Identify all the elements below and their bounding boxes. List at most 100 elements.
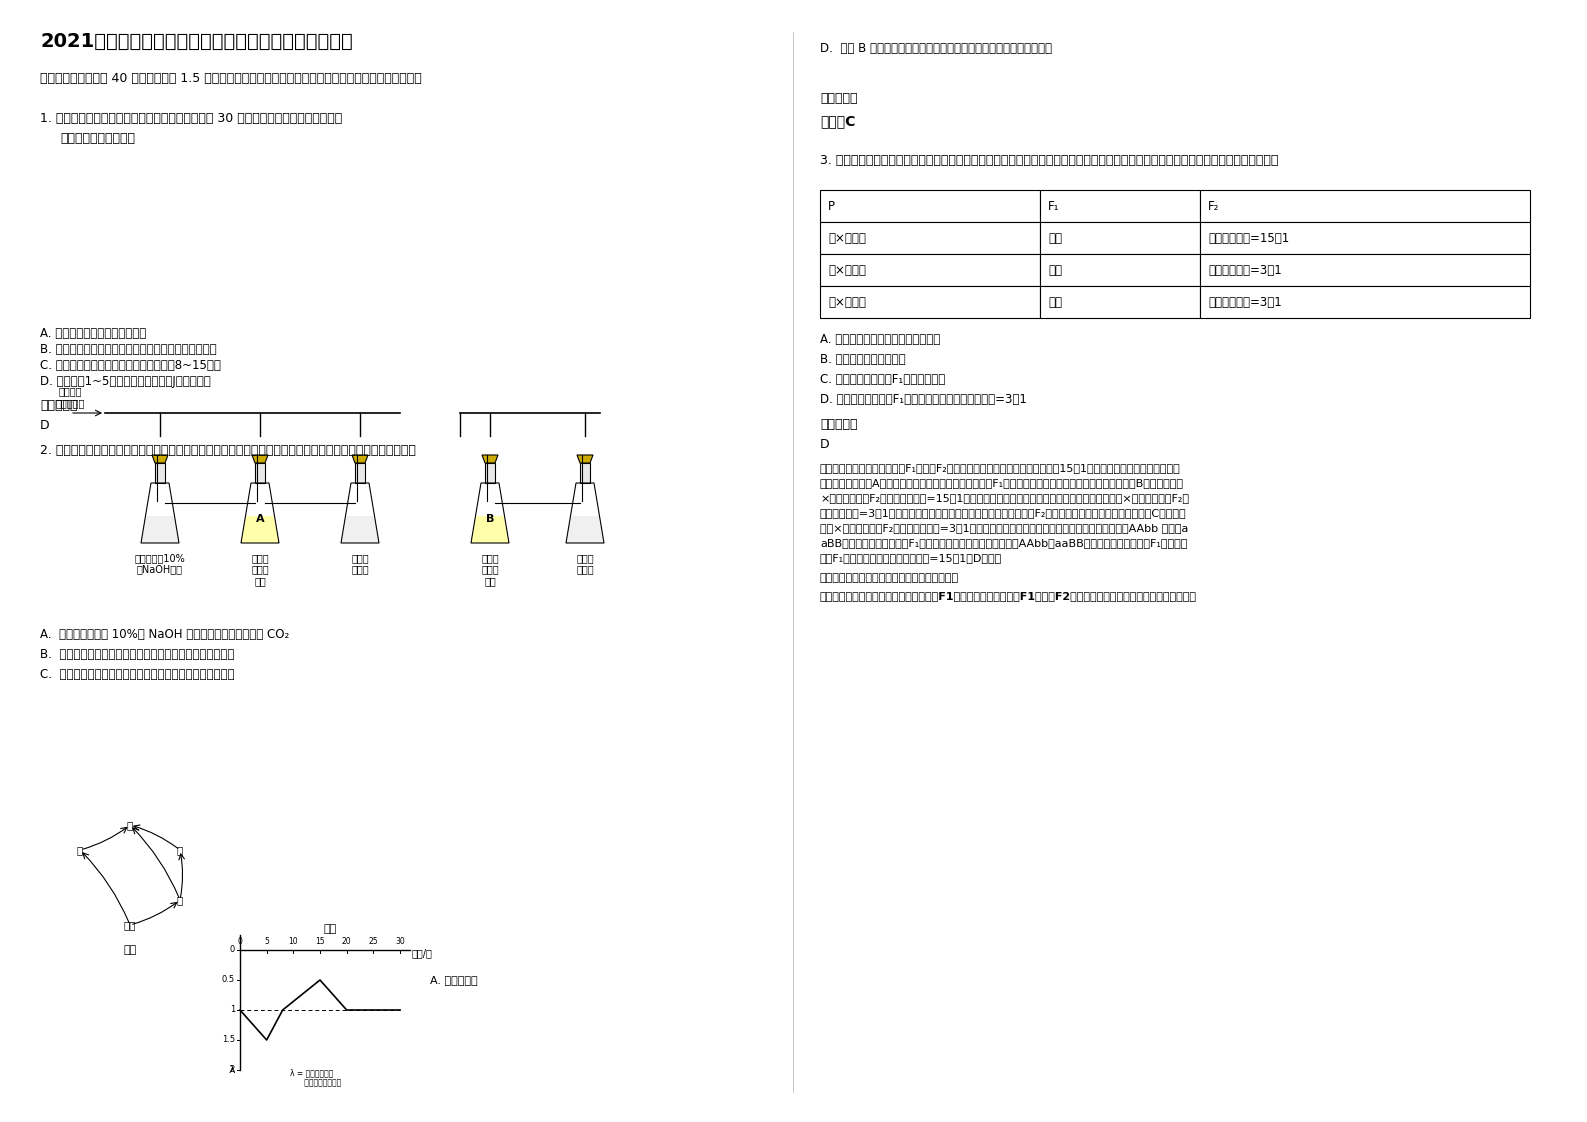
Text: 0: 0 [238, 937, 243, 946]
Text: 凸耳：非凸耳=3：1，说明乙是单显性状的纯合子，故与乙杂交得到的F₂代一定有显性基因，即一定是凸耳。C正确：由: 凸耳：非凸耳=3：1，说明乙是单显性状的纯合子，故与乙杂交得到的F₂代一定有显性… [820, 508, 1187, 518]
Text: 【名师点睛】甲、乙、丙与非凸耳杂交，F1都是只有一种表现型，F1自交，F2代出现两种性状，根据数字比例分析作答。: 【名师点睛】甲、乙、丙与非凸耳杂交，F1都是只有一种表现型，F1自交，F2代出现… [820, 591, 1197, 601]
Text: A. 甲图所示生: A. 甲图所示生 [430, 975, 478, 985]
Text: 质量分数为10%
的NaOH溶液: 质量分数为10% 的NaOH溶液 [135, 553, 186, 574]
Polygon shape [482, 456, 498, 463]
Text: 5: 5 [263, 937, 270, 946]
Text: P: P [828, 200, 835, 212]
Text: 1. 甲图所示是某生态系统的食物网，乙图是某地区 30 年内某物种种群数量的变化图。: 1. 甲图所示是某生态系统的食物网，乙图是某地区 30 年内某物种种群数量的变化… [40, 112, 343, 125]
Polygon shape [256, 463, 265, 482]
Text: C. 乙图所示，种群数量的减少只发生在第8~15年间: C. 乙图所示，种群数量的减少只发生在第8~15年间 [40, 359, 221, 373]
Text: 10: 10 [289, 937, 298, 946]
Text: D. 乙和丙杂交得到的F₁表现型及比例为凸耳：非凸耳=3：1: D. 乙和丙杂交得到的F₁表现型及比例为凸耳：非凸耳=3：1 [820, 393, 1027, 406]
Text: 兔: 兔 [76, 845, 83, 855]
FancyBboxPatch shape [820, 286, 1039, 318]
Text: 20: 20 [341, 937, 351, 946]
Text: 2: 2 [230, 1066, 235, 1075]
Polygon shape [567, 516, 605, 543]
Text: 酵母菌
培养液
乙组: 酵母菌 培养液 乙组 [481, 553, 498, 586]
Text: 凸耳: 凸耳 [1047, 264, 1062, 276]
Text: 25: 25 [368, 937, 378, 946]
Text: 凸耳：非凸耳=3：1: 凸耳：非凸耳=3：1 [1208, 264, 1282, 276]
Polygon shape [578, 456, 594, 463]
Text: B.  甲组探究酵母菌的有氧呼吸，乙组探究酵母菌的无氧呼吸: B. 甲组探究酵母菌的有氧呼吸，乙组探究酵母菌的无氧呼吸 [40, 649, 235, 661]
Text: 乙图: 乙图 [324, 925, 336, 934]
Text: 接橡皮球
（或气泵）: 接橡皮球 （或气泵） [56, 386, 84, 408]
Text: 等位基因控制的。A正确：由于甲、乙、丙与非凸耳杂交，F₁都是只有一种表现型，故甲乙丙均为纯合子。B正确：由于甲: 等位基因控制的。A正确：由于甲、乙、丙与非凸耳杂交，F₁都是只有一种表现型，故甲… [820, 478, 1184, 488]
Text: 凸耳: 凸耳 [1047, 231, 1062, 245]
Text: 凸耳: 凸耳 [1047, 295, 1062, 309]
Text: 凸耳：非凸耳=15：1: 凸耳：非凸耳=15：1 [1208, 231, 1289, 245]
Polygon shape [241, 516, 279, 543]
Text: 酵母菌
培养液
甲组: 酵母菌 培养液 甲组 [251, 553, 268, 586]
Text: 根据甲与非凸耳杂交后得到的F₁自交，F₂代出现两种性状，凸耳和非凸耳之比为15：1，可以推知，凸耳性状是受两对: 根据甲与非凸耳杂交后得到的F₁自交，F₂代出现两种性状，凸耳和非凸耳之比为15：… [820, 463, 1181, 473]
Polygon shape [471, 516, 509, 543]
Text: B. 甲图中植物固定的太阳能用于自身呼吸和流到鼠和兔: B. 甲图中植物固定的太阳能用于自身呼吸和流到鼠和兔 [40, 343, 216, 356]
Text: 丙×非凸耳: 丙×非凸耳 [828, 295, 867, 309]
Text: 鹰: 鹰 [127, 820, 133, 830]
Text: 15: 15 [316, 937, 325, 946]
Text: F₂: F₂ [1208, 200, 1219, 212]
Text: 于丙×非凸耳得到的F₂代凸耳：非凸耳=3：1，故丙也是单显性状的纯合子。若乙和丙的基因型均为AAbb 或均为a: 于丙×非凸耳得到的F₂代凸耳：非凸耳=3：1，故丙也是单显性状的纯合子。若乙和丙… [820, 523, 1189, 533]
Text: D: D [40, 419, 49, 432]
FancyBboxPatch shape [1200, 222, 1530, 254]
FancyBboxPatch shape [1039, 286, 1200, 318]
Text: 参考答案：: 参考答案： [820, 419, 857, 431]
Polygon shape [352, 456, 368, 463]
Text: C.  甲、乙两组中澄清的石灰水都变浑浊，乙组浑浊程度更大: C. 甲、乙两组中澄清的石灰水都变浑浊，乙组浑浊程度更大 [40, 668, 235, 681]
Text: λ: λ [229, 1065, 235, 1075]
Text: 甲×非凸耳: 甲×非凸耳 [828, 231, 867, 245]
Text: 澄清的
石灰水: 澄清的 石灰水 [576, 553, 594, 574]
Text: 0.5: 0.5 [222, 975, 235, 984]
FancyBboxPatch shape [1039, 222, 1200, 254]
Text: 2. 为了探究酵母菌的呼吸作用类型，某同学将实验材料和用具按下图安装好。以下关于该实验的说法，错误的是: 2. 为了探究酵母菌的呼吸作用类型，某同学将实验材料和用具按下图安装好。以下关于… [40, 444, 416, 457]
Text: 凸耳：非凸耳=3：1: 凸耳：非凸耳=3：1 [1208, 295, 1282, 309]
Text: D. 乙图中第1~5年间，该种群数量呈J型曲线增长: D. 乙图中第1~5年间，该种群数量呈J型曲线增长 [40, 375, 211, 388]
Text: 0: 0 [230, 946, 235, 955]
Text: 30: 30 [395, 937, 405, 946]
Polygon shape [141, 516, 179, 543]
FancyBboxPatch shape [1039, 254, 1200, 286]
Text: A: A [256, 514, 265, 524]
Text: 蛇: 蛇 [176, 845, 183, 855]
Text: C. 甲和乙杂交得到的F₁均表现为凸耳: C. 甲和乙杂交得到的F₁均表现为凸耳 [820, 373, 946, 386]
Text: A. 甲图所示生物可构成一个群落: A. 甲图所示生物可构成一个群落 [40, 327, 146, 340]
Text: 一、选择题（本题共 40 小题，每小题 1.5 分。在每小题给出的四个选项中，只有一项是符合题目要求的。）: 一、选择题（本题共 40 小题，每小题 1.5 分。在每小题给出的四个选项中，只… [40, 72, 422, 85]
Text: 甲图: 甲图 [124, 945, 136, 955]
Text: A. 凸耳性状是由两对等位基因控制的: A. 凸耳性状是由两对等位基因控制的 [820, 333, 940, 346]
FancyBboxPatch shape [1200, 254, 1530, 286]
Polygon shape [152, 456, 168, 463]
Text: 植物: 植物 [124, 920, 136, 930]
Text: D: D [820, 438, 830, 451]
Polygon shape [579, 463, 590, 482]
Text: λ = 当年种群数量
      一年前的种群数量: λ = 当年种群数量 一年前的种群数量 [290, 1068, 341, 1087]
Text: D.  乙组 B 瓶应封口放置一段时间后，再连通盛有澄清石灰水的锥形瓶: D. 乙组 B 瓶应封口放置一段时间后，再连通盛有澄清石灰水的锥形瓶 [820, 42, 1052, 55]
Text: B: B [486, 514, 494, 524]
Text: aBB，则乙和丙杂交得到的F₁表现型均为凸耳；若乙和丙分别为AAbb、aaBB，则乙和丙杂交得到的F₁为双杂合: aBB，则乙和丙杂交得到的F₁表现型均为凸耳；若乙和丙分别为AAbb、aaBB，… [820, 539, 1187, 548]
Text: 参考答案：: 参考答案： [40, 399, 78, 412]
Text: A.  加入质量分数为 10%的 NaOH 溶液是为了吸收空气中的 CO₂: A. 加入质量分数为 10%的 NaOH 溶液是为了吸收空气中的 CO₂ [40, 628, 289, 641]
Polygon shape [341, 516, 379, 543]
Text: 【考点定位】基因的自由组合规律的实质及应用: 【考点定位】基因的自由组合规律的实质及应用 [820, 573, 959, 583]
Text: 2021年河北省保定市百楼中学高三生物联考试题含解析: 2021年河北省保定市百楼中学高三生物联考试题含解析 [40, 33, 352, 50]
Text: ×非凸耳得到的F₂代凸耳：非凸耳=15：1，说明非凸耳是双隐性状，甲是双显性状的纯合子。乙×非凸耳得到的F₂代: ×非凸耳得到的F₂代凸耳：非凸耳=15：1，说明非凸耳是双隐性状，甲是双显性状的… [820, 493, 1189, 503]
Text: 1.5: 1.5 [222, 1036, 235, 1045]
Polygon shape [156, 463, 165, 482]
Text: 1: 1 [230, 1005, 235, 1014]
Text: 乙×非凸耳: 乙×非凸耳 [828, 264, 867, 276]
Text: F₁: F₁ [1047, 200, 1060, 212]
Text: B. 甲、乙、丙均为纯合子: B. 甲、乙、丙均为纯合子 [820, 353, 906, 366]
Text: 子，F₁表现型及比例为凸耳：非凸耳=15：1。D错误。: 子，F₁表现型及比例为凸耳：非凸耳=15：1。D错误。 [820, 553, 1003, 563]
FancyBboxPatch shape [820, 190, 1039, 222]
Text: 参考答案：: 参考答案： [820, 92, 857, 105]
Polygon shape [355, 463, 365, 482]
Text: 时间/年: 时间/年 [413, 948, 433, 958]
Polygon shape [252, 456, 268, 463]
FancyBboxPatch shape [820, 254, 1039, 286]
FancyBboxPatch shape [820, 222, 1039, 254]
FancyBboxPatch shape [1039, 190, 1200, 222]
Polygon shape [486, 463, 495, 482]
FancyBboxPatch shape [1200, 286, 1530, 318]
Text: 澄清的
石灰水: 澄清的 石灰水 [351, 553, 368, 574]
Text: 鼠: 鼠 [176, 895, 183, 905]
Text: 下列有关说法正确的是: 下列有关说法正确的是 [60, 132, 135, 145]
